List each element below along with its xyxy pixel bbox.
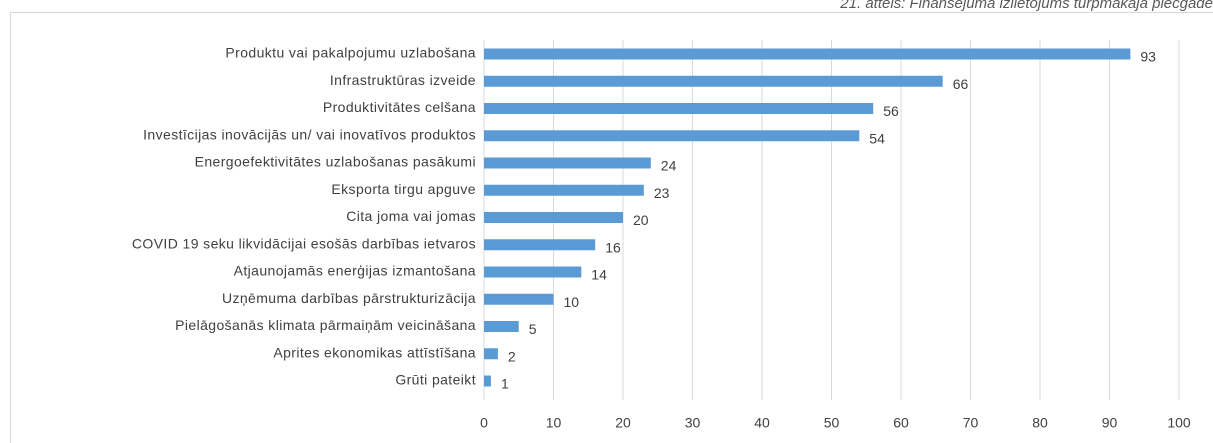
bar [484, 348, 498, 360]
bar [484, 321, 519, 332]
bar [484, 48, 1131, 60]
value-label: 93 [1140, 49, 1156, 65]
chart-title: 21. attēls: Finansējuma izlietojums turp… [839, 0, 1213, 12]
bar [484, 266, 582, 278]
bar [484, 293, 554, 305]
y-tick-label: Investīcijas inovācijās un/ vai inovatīv… [143, 126, 476, 142]
y-tick-label: Energoefektivitātes uzlabošanas pasākumi [195, 154, 476, 170]
bar [484, 103, 874, 114]
y-tick-label: Eksporta tirgu apguve [331, 181, 476, 197]
x-tick-label: 50 [824, 415, 840, 431]
y-tick-label: Pielāgošanās klimata pārmaiņām veicināša… [175, 317, 476, 333]
chart-frame [10, 12, 1213, 443]
value-label: 23 [654, 185, 670, 201]
y-tick-label: Produktivitātes celšana [323, 99, 476, 115]
value-label: 24 [661, 158, 677, 174]
value-label: 66 [953, 76, 969, 92]
value-label: 5 [529, 321, 537, 337]
value-label: 1 [501, 376, 509, 392]
x-tick-label: 40 [754, 415, 770, 431]
bar [484, 130, 860, 142]
value-label: 20 [633, 212, 649, 228]
y-tick-label: Atjaunojamās enerģijas izmantošana [234, 263, 476, 279]
x-tick-label: 90 [1102, 415, 1118, 431]
value-label: 54 [869, 130, 885, 146]
bar [484, 375, 491, 387]
bar [484, 75, 943, 87]
y-tick-label: COVID 19 seku likvidācijai esošās darbīb… [132, 235, 476, 251]
x-tick-label: 20 [615, 415, 631, 431]
x-tick-label: 60 [893, 415, 909, 431]
bar [484, 184, 644, 196]
value-label: 56 [883, 103, 899, 119]
value-label: 10 [564, 294, 580, 310]
value-label: 2 [508, 348, 516, 364]
x-tick-label: 0 [480, 415, 488, 431]
bar [484, 212, 623, 223]
x-tick-label: 70 [963, 415, 979, 431]
value-label: 16 [605, 239, 621, 255]
x-tick-label: 30 [685, 415, 701, 431]
y-tick-label: Grūti pateikt [395, 372, 476, 388]
y-tick-label: Cita joma vai jomas [346, 208, 476, 224]
y-tick-label: Produktu vai pakalpojumu uzlabošana [225, 45, 476, 61]
y-tick-label: Aprites ekonomikas attīstīšana [273, 344, 476, 360]
x-tick-label: 10 [546, 415, 562, 431]
y-tick-label: Infrastruktūras izveide [330, 72, 476, 88]
y-tick-label: Uzņēmuma darbības pārstrukturizācija [222, 290, 476, 306]
value-label: 14 [591, 267, 607, 283]
x-tick-label: 100 [1167, 415, 1191, 431]
x-tick-label: 80 [1032, 415, 1048, 431]
bar [484, 157, 651, 169]
bar [484, 239, 596, 251]
